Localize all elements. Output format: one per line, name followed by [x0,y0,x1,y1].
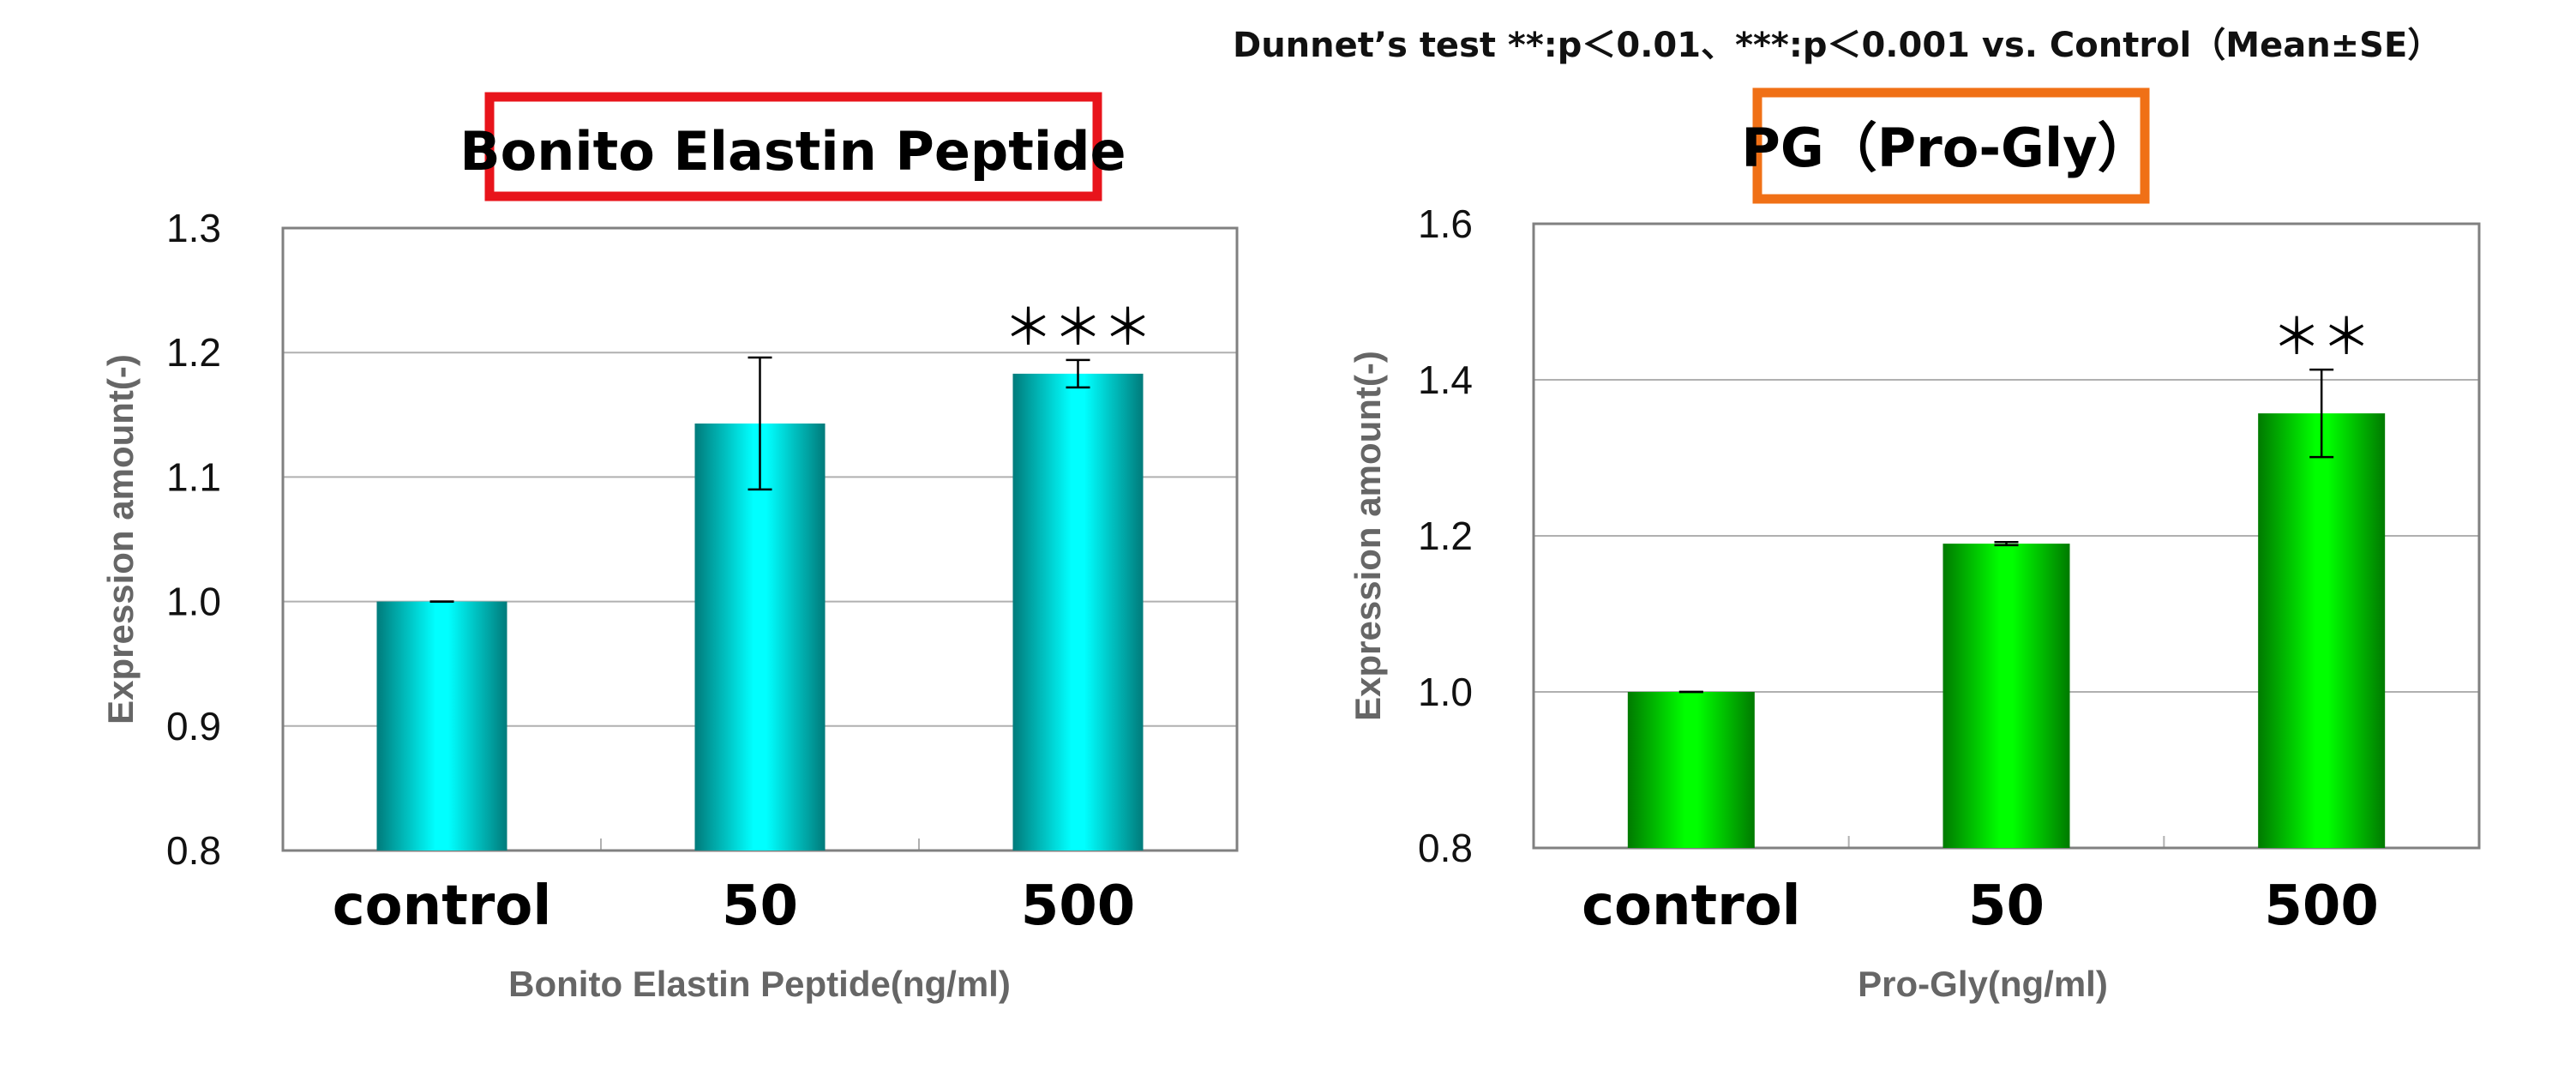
y-tick-label: 1.2 [1418,514,1473,558]
y-tick-label: 0.8 [166,828,221,873]
x-tick-label: 50 [1968,875,2045,938]
significance-marker: ＊＊ [2272,308,2371,366]
y-tick-label: 0.9 [166,704,221,748]
x-tick-label: 50 [722,875,798,938]
y-tick-label: 1.3 [166,206,221,250]
x-tick-label: 500 [2264,875,2379,938]
y-tick-label: 1.2 [166,330,221,375]
x-tick-label: 500 [1021,875,1136,938]
panel-1-y-axis-label: Expression amount(-) [100,354,141,724]
error-bar [748,356,772,491]
chart-panel-2: PG（Pro-Gly） 0.8 1.0 1.2 1.4 1.6 ＊＊ control 50… [1348,87,2481,1004]
chart-panel-1: Bonito Elastin Peptide 0.8 0.9 1.0 1.1 1.2 1.… [100,92,1239,1004]
panel-2-x-ticks: control 50 500 [1582,875,2379,938]
bar-50 [694,423,826,851]
error-bar [1994,541,2019,547]
panel-2-x-axis-label: Pro-Gly(ng/ml) [1858,964,2108,1004]
error-bar [2309,368,2334,459]
panel-2-y-ticks: 0.8 1.0 1.2 1.4 1.6 [1418,201,1473,870]
panel-1-x-ticks: control 50 500 [333,875,1136,938]
stats-note: Dunnet’s test **:p＜0.01、***:p＜0.001 vs. … [1233,26,2441,65]
y-tick-label: 1.0 [166,580,221,624]
panel-2-title-box [1752,87,2150,204]
panel-1-title: Bonito Elastin Peptide [459,120,1126,183]
panel-1-title-box [484,92,1102,201]
bar-control [376,601,507,851]
x-tick-label: control [333,875,552,938]
y-tick-label: 1.1 [166,454,221,499]
bar-control [1627,692,1755,848]
panel-2-title: PG（Pro-Gly） [1741,117,2150,179]
panel-2-y-axis-label: Expression amount(-) [1348,351,1388,721]
x-tick-label: control [1582,875,1801,938]
significance-marker: ＊＊＊ [1003,298,1152,357]
y-tick-label: 1.6 [1418,201,1473,246]
bar-500 [1012,373,1144,851]
panel-1-y-ticks: 0.8 0.9 1.0 1.1 1.2 1.3 [166,206,221,873]
bar-50 [1943,544,2070,848]
panel-1-bars: ＊＊＊ [376,298,1153,851]
y-tick-label: 1.4 [1418,358,1473,402]
panel-1-x-axis-label: Bonito Elastin Peptide(ng/ml) [508,964,1011,1004]
bar-500 [2258,413,2386,848]
y-tick-label: 0.8 [1418,826,1473,870]
y-tick-label: 1.0 [1418,670,1473,714]
panel-2-bars: ＊＊ [1627,308,2386,848]
error-bar [1066,358,1090,389]
